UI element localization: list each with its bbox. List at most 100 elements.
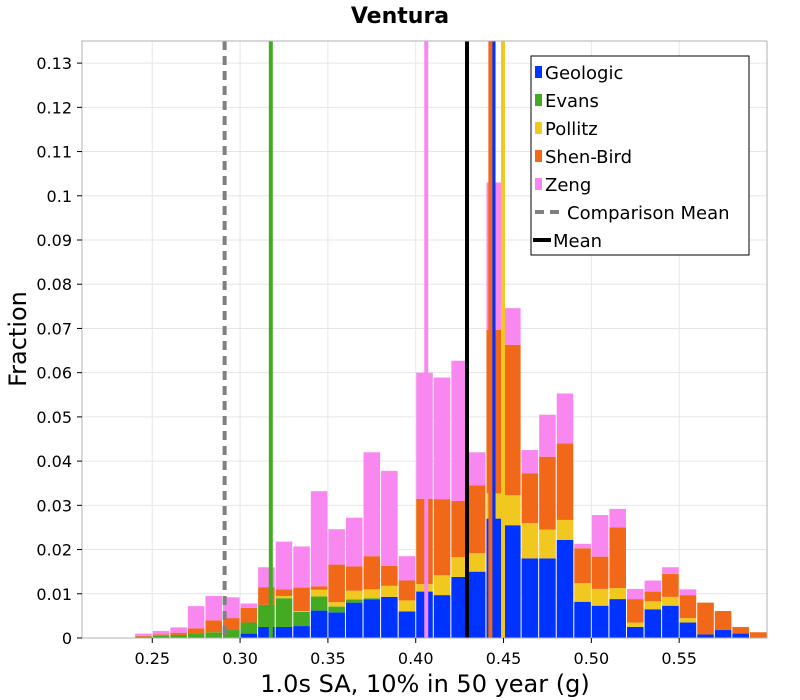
x-tick-label: 0.50 — [574, 649, 610, 668]
bar-geologic — [504, 525, 521, 638]
y-tick-label: 0.04 — [36, 452, 72, 471]
bar-shen-bird — [135, 635, 152, 637]
bar-geologic — [275, 626, 293, 638]
legend-label: Evans — [545, 91, 599, 112]
bar-zeng — [609, 508, 626, 528]
bar-geologic — [345, 602, 363, 638]
y-tick-label: 0.05 — [36, 408, 72, 427]
bar-zeng — [679, 589, 697, 596]
bar-geologic — [539, 558, 556, 638]
bar-geologic — [556, 539, 574, 638]
bar-geologic — [574, 601, 591, 638]
x-tick-label: 0.40 — [398, 649, 434, 668]
bar-evans — [205, 632, 223, 638]
bar-shen-bird — [293, 587, 310, 612]
bar-geologic — [240, 633, 258, 638]
bar-pollitz — [433, 575, 451, 596]
bar-zeng — [240, 603, 258, 608]
bar-shen-bird — [187, 628, 205, 634]
bar-pollitz — [293, 611, 310, 612]
bar-shen-bird — [504, 344, 521, 496]
bars — [135, 182, 767, 638]
y-axis-ticks: 0 0.01 0.02 0.03 0.04 0.05 0.06 0.07 0.08 0.09 0.1… — [36, 54, 82, 648]
legend-label: Pollitz — [545, 119, 598, 140]
y-tick-label: 0.06 — [36, 364, 72, 383]
y-tick-label: 0.13 — [36, 54, 72, 73]
bar-geologic — [398, 611, 416, 638]
bar-zeng — [381, 470, 398, 566]
legend-box — [530, 55, 750, 256]
y-tick-label: 0.12 — [36, 98, 72, 117]
y-tick-label: 0.03 — [36, 496, 72, 515]
x-axis-label: 1.0s SA, 10% in 50 year (g) — [260, 670, 589, 698]
bar-zeng — [591, 515, 609, 557]
bar-pollitz — [574, 583, 591, 602]
bar-shen-bird — [328, 564, 345, 603]
bar-shen-bird — [521, 473, 539, 524]
bar-pollitz — [363, 589, 381, 599]
bar-shen-bird — [574, 548, 591, 584]
x-tick-label: 0.35 — [310, 649, 346, 668]
bar-shen-bird — [381, 565, 398, 586]
bar-evans — [152, 635, 170, 638]
bar-pollitz — [398, 600, 416, 612]
bar-pollitz — [504, 495, 521, 526]
x-tick-label: 0.45 — [486, 649, 522, 668]
bar-geologic — [662, 605, 679, 638]
bar-geologic — [433, 595, 451, 638]
bar-geologic — [310, 610, 328, 638]
bar-shen-bird — [275, 589, 293, 596]
x-tick-label: 0.25 — [134, 649, 170, 668]
bar-shen-bird — [345, 566, 363, 591]
legend-label: Shen-Bird — [545, 147, 632, 168]
bar-shen-bird — [644, 591, 662, 602]
bar-evans — [135, 636, 152, 638]
bar-evans — [240, 622, 258, 634]
bar-geologic — [293, 626, 310, 638]
bar-geologic — [626, 626, 644, 638]
bar-shen-bird — [240, 607, 258, 623]
chart-title: Ventura — [351, 4, 449, 29]
legend-swatch — [535, 122, 542, 134]
bar-evans — [170, 634, 187, 638]
bar-geologic — [258, 626, 275, 638]
bar-zeng — [152, 630, 170, 635]
bar-shen-bird — [223, 618, 240, 631]
y-tick-label: 0.11 — [36, 143, 72, 162]
bar-zeng — [468, 452, 486, 486]
bar-pollitz — [521, 523, 539, 559]
bar-zeng — [398, 556, 416, 581]
plot-frame — [81, 40, 768, 639]
bar-zeng — [293, 546, 310, 588]
bar-shen-bird — [363, 556, 381, 590]
bar-zeng — [626, 588, 644, 600]
x-axis-ticks: 0.25 0.30 0.35 0.40 0.45 0.50 0.55 — [134, 638, 697, 668]
bar-shen-bird — [591, 556, 609, 589]
bar-evans — [223, 630, 240, 638]
y-tick-label: 0 — [62, 629, 72, 648]
bar-shen-bird — [539, 456, 556, 530]
bar-pollitz — [591, 588, 609, 606]
bar-shen-bird — [468, 485, 486, 554]
x-tick-label: 0.55 — [661, 649, 697, 668]
y-axis-label: Fraction — [4, 291, 32, 387]
bar-pollitz — [626, 622, 644, 627]
bar-shen-bird — [310, 586, 328, 590]
bar-shen-bird — [451, 500, 468, 558]
y-tick-label: 0.02 — [36, 541, 72, 560]
bar-shen-bird — [433, 499, 451, 576]
legend: Geologic Evans Pollitz Shen-Bird Zeng Compari… — [530, 55, 750, 256]
legend-label: Zeng — [545, 175, 591, 196]
bar-zeng — [363, 452, 381, 557]
bar-pollitz — [451, 557, 468, 577]
bar-evans — [275, 598, 293, 627]
bar-shen-bird — [662, 573, 679, 597]
bar-zeng — [521, 450, 539, 474]
legend-swatch — [535, 94, 542, 106]
y-tick-label: 0.07 — [36, 319, 72, 338]
bar-shen-bird — [609, 527, 626, 589]
y-tick-label: 0.01 — [36, 585, 72, 604]
bar-evans — [310, 596, 328, 611]
bar-zeng — [345, 517, 363, 567]
